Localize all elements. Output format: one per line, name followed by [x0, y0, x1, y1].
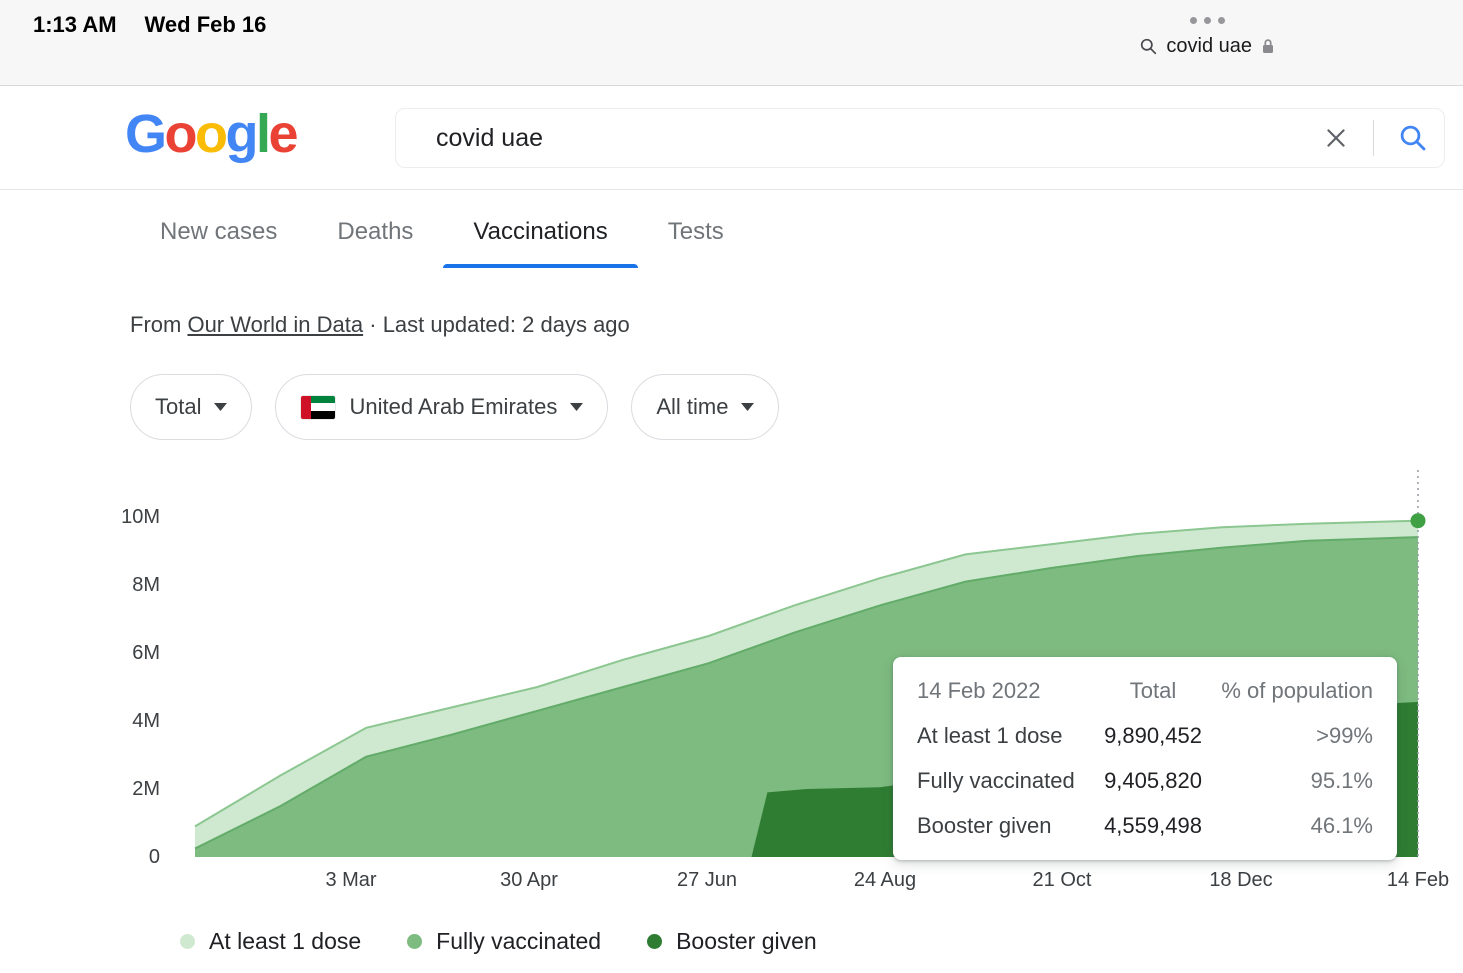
browser-menu-dots-icon[interactable]	[1190, 14, 1226, 24]
legend-dot-at-least-1-dose	[180, 934, 195, 949]
uae-flag-icon	[300, 394, 337, 420]
logo-letter: e	[268, 103, 299, 164]
address-search-icon	[1140, 38, 1157, 55]
search-submit-icon[interactable]	[1398, 123, 1428, 153]
status-clock: 1:13 AM Wed Feb 16	[33, 12, 266, 38]
x-axis-label: 3 Mar	[325, 869, 377, 891]
tab-label: Deaths	[337, 218, 414, 245]
dot-icon	[1218, 17, 1226, 24]
chevron-down-icon	[214, 403, 228, 411]
y-axis-label: 0	[148, 846, 160, 868]
attribution: From Our World in Data · Last updated: 2…	[130, 312, 630, 338]
searchbox-divider	[1373, 120, 1374, 156]
search-header: Google covid uae	[0, 87, 1463, 190]
tooltip-row-pct: 46.1%	[1310, 812, 1373, 838]
x-axis-label: 14 Feb	[1386, 869, 1450, 891]
y-axis-label: 2M	[132, 778, 160, 800]
filter-region-label: United Arab Emirates	[349, 394, 558, 419]
tab-label: Vaccinations	[473, 218, 608, 245]
tooltip-row-total: 9,890,452	[1104, 723, 1202, 749]
lock-icon	[1261, 38, 1275, 55]
legend-label: At least 1 dose	[209, 928, 362, 954]
tooltip-col-total: Total	[1129, 678, 1177, 704]
tooltip-row-label: Fully vaccinated	[917, 767, 1075, 793]
tooltip-row-label: At least 1 dose	[917, 723, 1063, 749]
tooltip-row-pct: >99%	[1316, 723, 1373, 749]
metric-tabs: New cases Deaths Vaccinations Tests	[130, 190, 754, 274]
tooltip-date: 14 Feb 2022	[917, 678, 1041, 704]
chart-legend: At least 1 dose Fully vaccinated Booster…	[180, 928, 817, 955]
tab-label: New cases	[160, 218, 278, 245]
filter-metric-label: Total	[155, 394, 202, 419]
logo-letter: o	[195, 103, 228, 164]
legend-label: Fully vaccinated	[436, 928, 602, 954]
y-axis-label: 4M	[132, 710, 160, 732]
tooltip-col-pct: % of population	[1221, 678, 1373, 704]
y-axis-label: 8M	[132, 574, 160, 596]
legend-dot-fully-vaccinated	[407, 934, 423, 949]
x-axis-label: 21 Oct	[1032, 869, 1092, 891]
x-axis-label: 27 Jun	[676, 869, 738, 891]
tooltip-row-total: 4,559,498	[1104, 812, 1202, 838]
filter-metric-chip[interactable]: Total	[130, 374, 253, 440]
tab-deaths[interactable]: Deaths	[307, 190, 443, 274]
filter-time-label: All time	[656, 394, 729, 419]
legend-item: At least 1 dose	[180, 928, 361, 955]
clear-search-icon[interactable]	[1323, 125, 1349, 151]
tooltip-row-label: Booster given	[917, 812, 1052, 838]
tab-new-cases[interactable]: New cases	[130, 190, 307, 274]
filter-region-chip[interactable]: United Arab Emirates	[275, 374, 609, 440]
google-logo[interactable]: Google	[125, 103, 299, 165]
x-axis-label: 24 Aug	[853, 869, 917, 891]
logo-letter: g	[225, 103, 259, 164]
x-axis-label: 18 Dec	[1209, 869, 1273, 891]
tab-label: Tests	[667, 218, 724, 245]
search-box[interactable]: covid uae	[395, 108, 1445, 168]
status-date: Wed Feb 16	[144, 12, 267, 37]
legend-label: Booster given	[676, 928, 817, 954]
logo-letter: o	[164, 103, 198, 164]
address-bar-text: covid uae	[1166, 35, 1252, 57]
dot-icon	[1190, 17, 1198, 24]
filter-time-chip[interactable]: All time	[631, 374, 780, 440]
filter-chips: Total United Arab Emirates All time	[130, 374, 780, 440]
search-input[interactable]: covid uae	[436, 123, 544, 152]
owid-source-link[interactable]: Our World in Data	[187, 312, 364, 337]
legend-dot-booster-given	[647, 934, 663, 949]
x-axis-label: 30 Apr	[500, 869, 558, 891]
logo-letter: l	[256, 103, 271, 164]
tooltip-row-total: 9,405,820	[1104, 767, 1202, 793]
y-axis-label: 10M	[121, 506, 160, 528]
logo-letter: G	[125, 103, 167, 164]
last-updated-text: Last updated: 2 days ago	[382, 312, 630, 337]
status-bar: 1:13 AM Wed Feb 16 covid uae	[0, 0, 1463, 86]
tooltip-row-pct: 95.1%	[1310, 767, 1373, 793]
address-bar[interactable]: covid uae	[1140, 35, 1275, 58]
chevron-down-icon	[570, 403, 584, 411]
chevron-down-icon	[741, 403, 755, 411]
legend-item: Fully vaccinated	[407, 928, 601, 955]
legend-item: Booster given	[647, 928, 817, 955]
attribution-prefix: From	[130, 312, 182, 337]
status-time: 1:13 AM	[33, 12, 117, 37]
dot-icon	[1204, 17, 1212, 24]
vaccination-chart[interactable]: 0 2M 4M 6M 8M 10M 3 Mar 30 Apr 27 Jun 24…	[100, 470, 1460, 940]
tab-tests[interactable]: Tests	[638, 190, 754, 274]
chart-tooltip: 14 Feb 2022 Total % of population At lea…	[893, 657, 1397, 860]
tab-vaccinations[interactable]: Vaccinations	[443, 190, 639, 274]
y-axis-label: 6M	[132, 642, 160, 664]
attribution-separator: ·	[369, 312, 377, 337]
